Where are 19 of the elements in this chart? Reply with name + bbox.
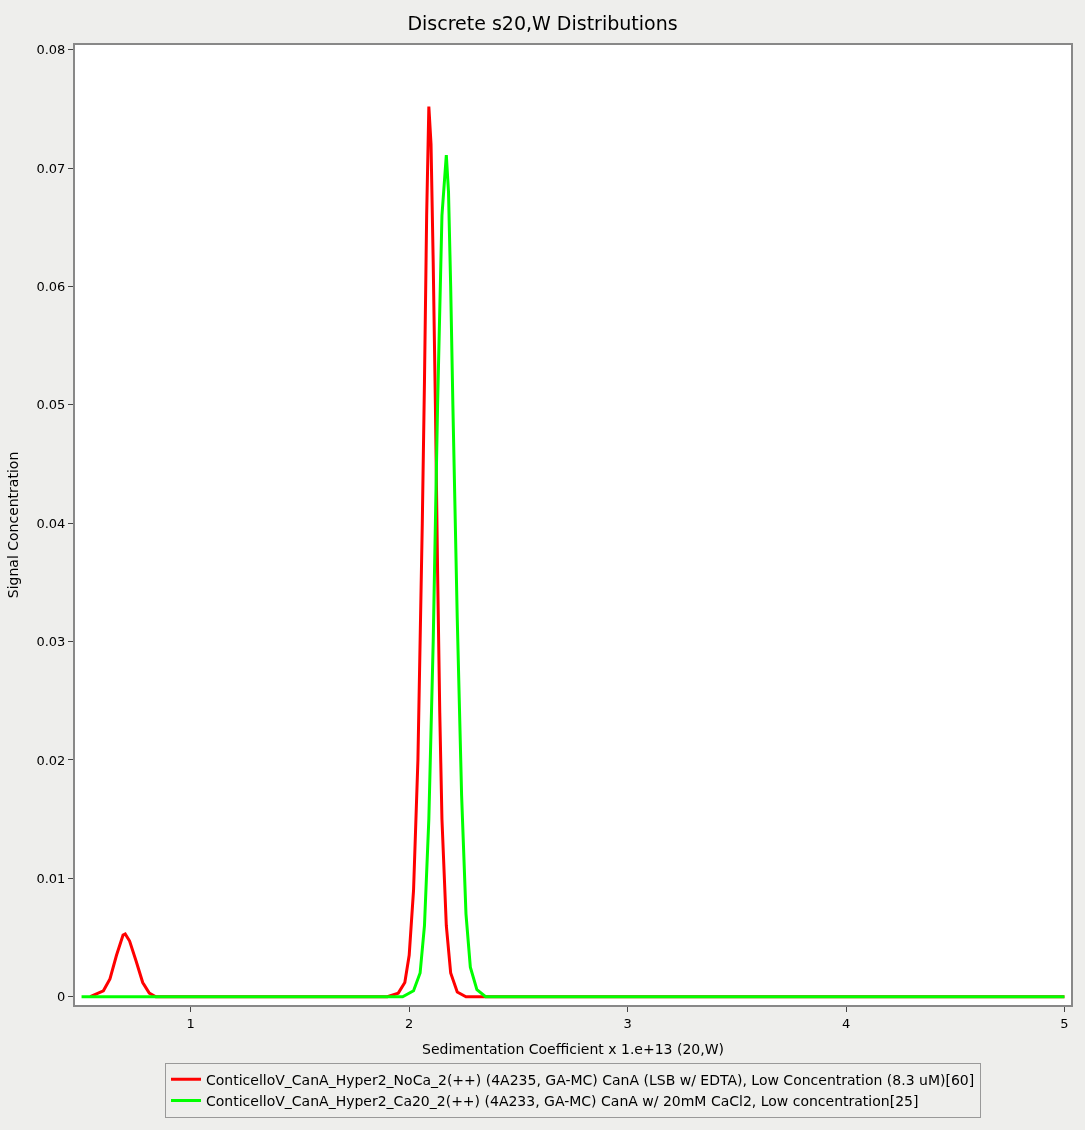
y-tick-label: 0.05 [36, 397, 66, 413]
y-tick-label: 0.07 [36, 160, 66, 176]
x-tick-label: 2 [405, 1015, 414, 1031]
y-tick-label: 0.06 [36, 279, 66, 295]
y-tick-label: 0.08 [36, 42, 66, 58]
x-tick-label: 1 [186, 1015, 195, 1031]
y-tick-label: 0.01 [36, 870, 66, 886]
y-tick-label: 0 [57, 989, 66, 1005]
x-tick-label: 3 [623, 1015, 632, 1031]
x-axis-title: Sedimentation Coefficient x 1.e+13 (20,W) [422, 1041, 724, 1058]
y-tick-label: 0.02 [36, 752, 66, 768]
x-tick-label: 4 [841, 1015, 851, 1031]
y-tick-label: 0.04 [36, 515, 66, 531]
legend-label: ConticelloV_CanA_Hyper2_Ca20_2(++) (4A233, GA-MC) CanA w/ 20mM CaCl2, Low concentration[25] [206, 1092, 919, 1109]
y-axis-title: Signal Concentration [4, 451, 21, 599]
legend-label: ConticelloV_CanA_Hyper2_NoCa_2(++) (4A235, GA-MC) CanA (LSB w/ EDTA), Low Concentration (8.3 uM)[60] [206, 1071, 975, 1088]
chart-title: Discrete s20,W Distributions [407, 12, 678, 35]
y-tick-label: 0.03 [36, 634, 66, 650]
x-tick-label: 5 [1060, 1015, 1069, 1031]
